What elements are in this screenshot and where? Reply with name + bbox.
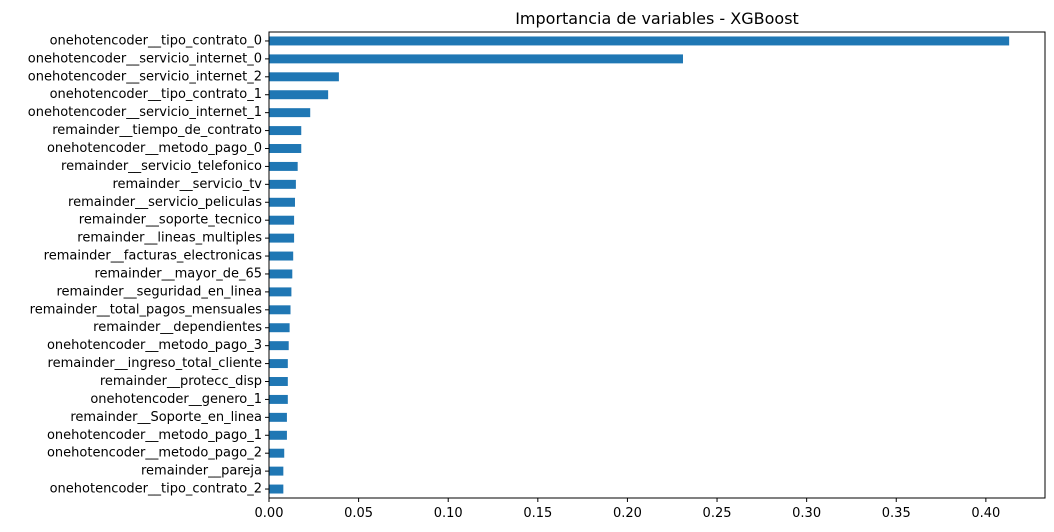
bar <box>269 484 284 494</box>
y-tick-label: remainder__pareja <box>141 464 262 479</box>
bar <box>269 359 288 369</box>
bar <box>269 287 292 297</box>
y-tick-label: onehotencoder__tipo_contrato_1 <box>50 87 262 102</box>
y-tick-label: remainder__Soporte_en_linea <box>70 410 262 425</box>
y-tick-label: onehotencoder__metodo_pago_2 <box>47 446 262 461</box>
bar <box>269 90 329 100</box>
x-tick-label: 0.10 <box>434 506 463 521</box>
bars-group <box>269 36 1010 494</box>
y-tick-label: onehotencoder__metodo_pago_3 <box>47 338 262 353</box>
chart-title: Importancia de variables - XGBoost <box>515 9 799 28</box>
bar <box>269 179 296 189</box>
bar <box>269 54 683 64</box>
bar <box>269 466 284 476</box>
bar <box>269 72 339 82</box>
x-tick-label: 0.25 <box>703 506 732 521</box>
y-tick-label: onehotencoder__tipo_contrato_0 <box>50 33 262 48</box>
bar <box>269 377 288 386</box>
plot-frame <box>268 31 1046 499</box>
bar <box>269 197 295 207</box>
y-tick-label: remainder__lineas_multiples <box>77 231 262 246</box>
y-tick-label: remainder__ingreso_total_cliente <box>48 356 262 371</box>
y-tick-label: remainder__soporte_tecnico <box>79 213 262 228</box>
y-tick-label: remainder__servicio_telefonico <box>61 159 262 174</box>
y-tick-label: onehotencoder__metodo_pago_0 <box>47 141 262 156</box>
bar <box>269 412 287 422</box>
bar <box>269 36 1010 46</box>
y-tick-label: remainder__tiempo_de_contrato <box>52 123 262 138</box>
x-ticks: 0.00 0.05 0.10 0.15 0.20 0.25 0.30 0.35 0.40 <box>255 498 1000 521</box>
y-tick-label: onehotencoder__servicio_internet_2 <box>28 69 262 84</box>
x-tick-label: 0.00 <box>255 506 284 521</box>
y-tick-label: onehotencoder__metodo_pago_1 <box>47 428 262 443</box>
y-tick-label: remainder__dependientes <box>93 320 262 335</box>
bar <box>269 448 285 458</box>
bar <box>269 323 290 333</box>
y-tick-label: onehotencoder__servicio_internet_1 <box>28 105 262 120</box>
y-tick-label: remainder__total_pagos_mensuales <box>30 302 263 317</box>
y-tick-label: remainder__protecc_disp <box>100 374 262 389</box>
bar <box>269 430 287 440</box>
bar <box>269 394 288 404</box>
bar <box>269 233 295 243</box>
y-tick-label: remainder__mayor_de_65 <box>94 266 262 281</box>
y-tick-label: remainder__facturas_electronicas <box>44 249 263 264</box>
y-tick-label: onehotencoder__genero_1 <box>90 392 262 407</box>
x-tick-label: 0.40 <box>971 506 1000 521</box>
x-tick-label: 0.35 <box>882 506 911 521</box>
bar <box>269 305 291 315</box>
bar <box>269 269 293 279</box>
y-tick-label: remainder__servicio_peliculas <box>68 195 262 210</box>
x-tick-label: 0.05 <box>344 506 373 521</box>
x-tick-label: 0.15 <box>523 506 552 521</box>
x-tick-label: 0.30 <box>792 506 821 521</box>
x-tick-label: 0.20 <box>613 506 642 521</box>
y-tick-label: onehotencoder__tipo_contrato_2 <box>50 482 262 497</box>
y-tick-label: remainder__seguridad_en_linea <box>57 284 263 299</box>
bar <box>269 126 302 136</box>
bar <box>269 108 311 118</box>
bar <box>269 341 289 351</box>
y-tick-label: onehotencoder__servicio_internet_0 <box>28 51 262 66</box>
y-tick-label: remainder__servicio_tv <box>112 177 262 192</box>
bar <box>269 161 298 171</box>
bar <box>269 215 295 225</box>
bar <box>269 251 294 261</box>
bar <box>269 144 302 153</box>
y-tick-labels: onehotencoder__tipo_contrato_0 onehotenco… <box>28 33 269 497</box>
